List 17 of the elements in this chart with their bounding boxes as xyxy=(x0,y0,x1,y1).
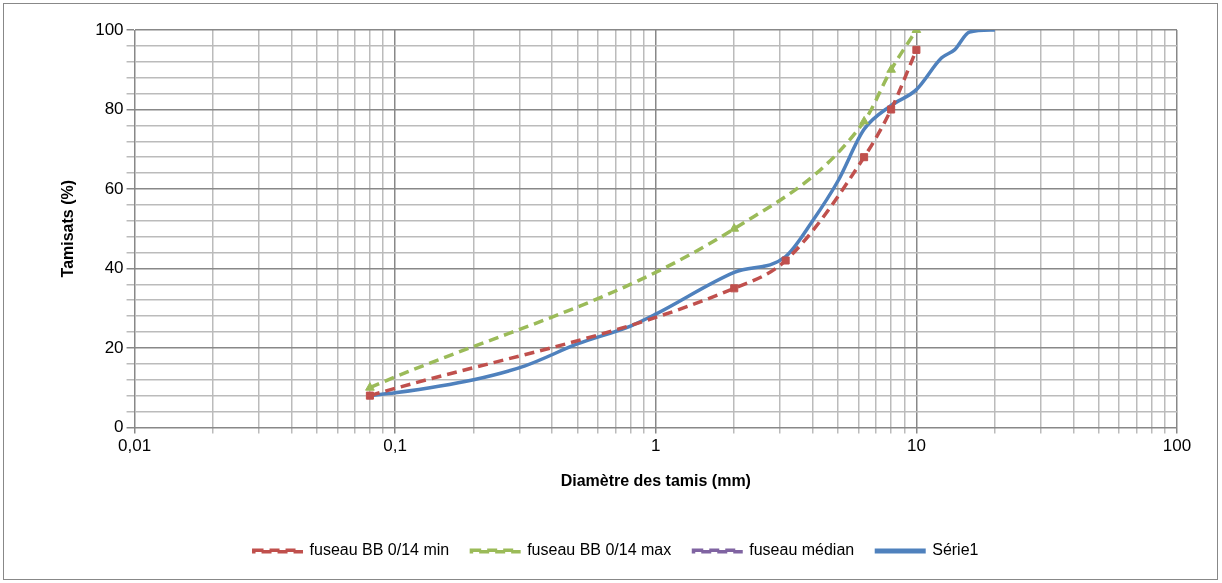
legend-label: fuseau BB 0/14 min xyxy=(309,541,450,559)
x-tick-label: 0,01 xyxy=(118,436,152,456)
legend-label: fuseau BB 0/14 max xyxy=(527,541,672,559)
y-tick-label: 100 xyxy=(95,19,124,39)
y-tick-label: 20 xyxy=(104,337,124,357)
y-tick-label: 40 xyxy=(104,258,124,278)
x-tick-label: 100 xyxy=(1162,436,1192,456)
legend-label: Série1 xyxy=(932,541,979,559)
x-tick-label: 1 xyxy=(651,436,661,456)
x-tick-label: 10 xyxy=(906,436,926,456)
y-tick-label: 0 xyxy=(114,417,124,437)
y-tick-label: 80 xyxy=(104,99,124,119)
x-tick-label: 0,1 xyxy=(383,436,407,456)
y-tick-label: 60 xyxy=(104,178,124,198)
legend-label: fuseau médian xyxy=(749,541,855,559)
y-axis-title: Tamisats (%) xyxy=(59,179,77,278)
x-axis-title: Diamètre des tamis (mm) xyxy=(560,471,751,489)
